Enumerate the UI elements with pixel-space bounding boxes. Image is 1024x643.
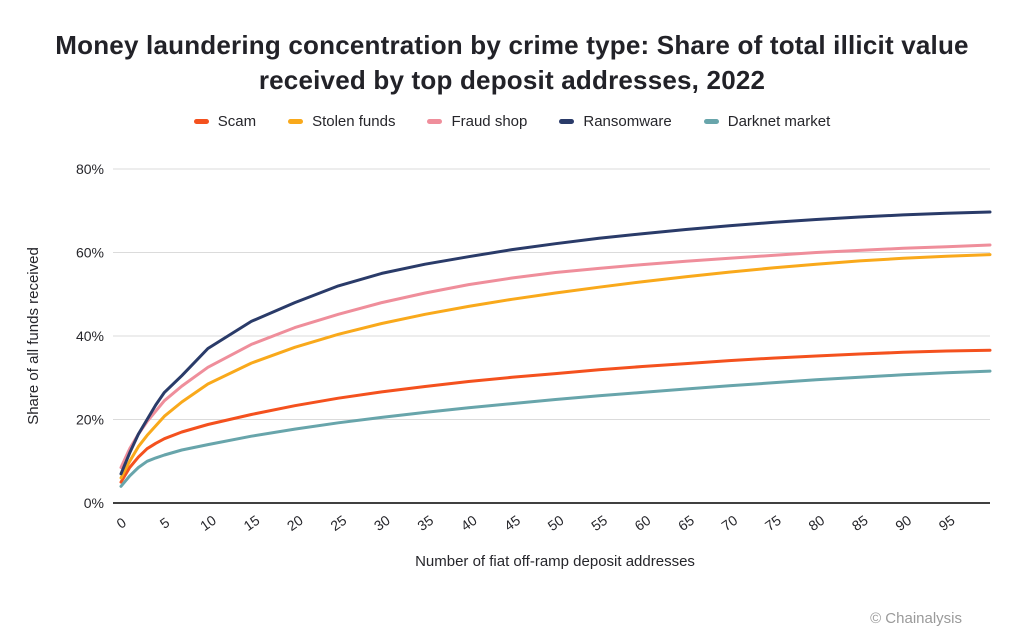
- x-tick-label: 50: [545, 512, 567, 534]
- y-tick-label: 20%: [76, 412, 104, 428]
- legend-item-darknet-market: Darknet market: [703, 113, 831, 130]
- x-tick-label: 80: [805, 512, 827, 534]
- series-line-darknet-market: [119, 369, 992, 488]
- y-tick-label: 80%: [76, 161, 104, 177]
- y-tick-label: 60%: [76, 245, 104, 261]
- legend-item-stolen-funds: Stolen funds: [288, 113, 395, 130]
- x-tick-label: 60: [632, 512, 654, 534]
- legend-label: Darknet market: [727, 113, 831, 130]
- legend: Scam Stolen funds Fraud shop Ransomware Dark…: [0, 113, 1024, 130]
- x-tick-label: 0: [113, 514, 129, 532]
- x-tick-label: 30: [371, 512, 393, 534]
- legend-item-ransomware: Ransomware: [559, 113, 672, 130]
- y-axis-title: Share of all funds received: [25, 247, 42, 425]
- x-axis-title: Number of fiat off-ramp deposit addresse…: [415, 553, 695, 570]
- x-tick-label: 95: [936, 512, 958, 534]
- legend-swatch-icon: [703, 119, 719, 124]
- legend-swatch-icon: [427, 119, 443, 124]
- x-tick-label: 5: [157, 514, 173, 532]
- y-tick-label: 0%: [84, 495, 104, 511]
- legend-label: Stolen funds: [312, 113, 396, 130]
- x-tick-label: 85: [849, 512, 871, 534]
- legend-item-fraud-shop: Fraud shop: [427, 113, 527, 130]
- x-tick-label: 90: [892, 512, 914, 534]
- chart-title-line1: Money laundering concentration by crime …: [55, 30, 969, 60]
- x-tick-label: 20: [284, 512, 306, 534]
- x-tick-label: 65: [675, 512, 697, 534]
- chart-title-line2: received by top deposit addresses, 2022: [258, 65, 766, 95]
- legend-swatch-icon: [559, 119, 575, 124]
- y-tick-label: 40%: [76, 328, 104, 344]
- x-tick-label: 45: [501, 512, 523, 534]
- copyright-credit: © Chainalysis: [870, 610, 962, 627]
- x-tick-label: 40: [458, 512, 480, 534]
- x-tick-label: 10: [197, 512, 219, 534]
- series-line-scam: [119, 348, 992, 484]
- x-tick-label: 25: [327, 512, 349, 534]
- series-line-stolen-funds: [119, 253, 992, 480]
- x-tick-label: 70: [718, 512, 740, 534]
- legend-label: Fraud shop: [451, 113, 528, 130]
- series-line-ransomware: [119, 210, 992, 476]
- legend-label: Scam: [217, 113, 257, 130]
- x-tick-label: 75: [762, 512, 784, 534]
- legend-swatch-icon: [193, 119, 209, 124]
- x-tick-label: 55: [588, 512, 610, 534]
- series-line-fraud-shop: [119, 243, 992, 469]
- legend-label: Ransomware: [583, 113, 672, 130]
- legend-item-scam: Scam: [193, 113, 257, 130]
- x-tick-label: 15: [241, 512, 263, 534]
- legend-swatch-icon: [288, 119, 304, 124]
- chart-title: Money laundering concentration by crime …: [0, 28, 1024, 98]
- x-tick-label: 35: [414, 512, 436, 534]
